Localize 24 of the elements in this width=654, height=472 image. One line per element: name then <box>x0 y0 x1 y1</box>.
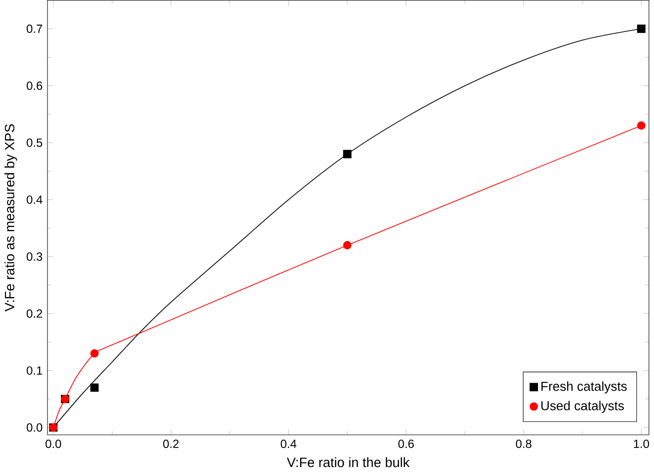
y-tick-label: 0.2 <box>26 310 42 318</box>
x-axis-title: V:Fe ratio in the bulk <box>286 457 410 468</box>
y-tick-label: 0.1 <box>26 366 42 375</box>
point <box>90 384 99 392</box>
y-axis-title: V:Fe ratio as measured by XPS <box>4 124 18 312</box>
x-tick-label: 0.6 <box>398 440 414 448</box>
point <box>343 241 352 250</box>
x-tick-label: 0.0 <box>46 440 62 448</box>
y-tick-label: 0.4 <box>26 196 42 204</box>
y-tick-label: 0.5 <box>26 138 42 148</box>
x-tick-label: 0.8 <box>516 440 532 448</box>
y-tick-label: 0.0 <box>26 423 42 432</box>
point <box>637 24 646 34</box>
legend-label: Used catalysts <box>541 401 624 414</box>
x-tick-label: 1.0 <box>634 440 650 448</box>
legend-label: Fresh catalysts <box>541 382 627 394</box>
point <box>90 349 99 358</box>
y-tick-label: 0.6 <box>26 82 42 90</box>
x-tick-label: 0.4 <box>280 440 296 448</box>
y-tick-label: 0.7 <box>26 24 42 34</box>
point <box>343 150 352 158</box>
y-tick-label: 0.3 <box>26 252 42 261</box>
point <box>637 122 646 130</box>
x-tick-label: 0.2 <box>163 440 179 448</box>
